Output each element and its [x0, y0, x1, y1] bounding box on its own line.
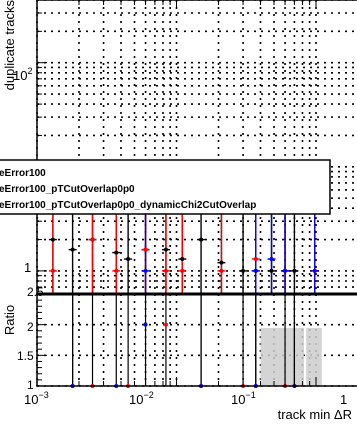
- main-data-point: [219, 260, 224, 265]
- main-data-point: [283, 268, 288, 273]
- main-y-axis-title: duplicate tracks: [2, 0, 17, 90]
- main-data-point: [70, 247, 75, 252]
- ratio-y-tick-label-1: 1: [27, 378, 34, 392]
- ratio-data-point: [143, 322, 148, 327]
- ratio-shaded-bin: [289, 328, 304, 386]
- main-data-point: [253, 257, 258, 262]
- legend: eError100 eError100_pTCutOverlap0p0 eErr…: [0, 159, 331, 215]
- x-tick-label-1e-2: 10−2: [129, 390, 154, 407]
- main-data-point: [90, 237, 95, 242]
- main-data-point: [269, 257, 274, 262]
- ratio-shaded-bins: [260, 328, 322, 386]
- main-data-point: [50, 268, 55, 273]
- ratio-y-tick-label-1-5: 1.5: [17, 349, 34, 363]
- main-data-point: [180, 257, 185, 262]
- main-data-point: [114, 250, 119, 255]
- main-data-point: [292, 268, 297, 273]
- legend-entry-1: eError100_pTCutOverlap0p0: [0, 184, 135, 195]
- main-data-point: [219, 268, 224, 273]
- main-data-point: [126, 257, 131, 262]
- legend-box: [0, 159, 331, 215]
- main-data-point: [114, 268, 119, 273]
- main-panel-y-ticks: [37, 0, 47, 295]
- main-data-point: [312, 268, 317, 273]
- main-data-point: [180, 268, 185, 273]
- main-panel-points: [50, 237, 317, 273]
- main-data-point: [163, 268, 168, 273]
- x-tick-label-1e-3: 10−3: [24, 390, 49, 407]
- legend-entry-2: eError100_pTCutOverlap0p0_dynamicChi2Cut…: [0, 200, 256, 211]
- main-data-point: [50, 237, 55, 242]
- main-data-point: [143, 268, 148, 273]
- x-tick-label-1e-1: 10−1: [231, 390, 256, 407]
- main-data-point: [143, 247, 148, 252]
- main-data-point: [253, 268, 258, 273]
- legend-entry-0: eError100: [0, 168, 46, 179]
- ratio-shaded-bin: [306, 328, 322, 386]
- ratio-panel-frame: [36, 293, 357, 387]
- ratio-shaded-bin: [274, 328, 290, 386]
- x-axis-title: track min ΔR: [278, 407, 352, 422]
- ratio-panel-y-ticks: [37, 293, 47, 387]
- main-data-point: [199, 237, 204, 242]
- x-tick-label-1: 1: [340, 392, 347, 407]
- ratio-panel-error-bars: [72, 294, 295, 386]
- ratio-y-axis-title: Ratio: [2, 305, 17, 335]
- main-panel-grid: [36, 0, 357, 295]
- ratio-y-tick-label-2-5: 2.5: [27, 285, 44, 299]
- y-tick-label-one: 1: [24, 260, 31, 275]
- ratio-shaded-bin: [260, 328, 275, 386]
- main-data-point: [163, 247, 168, 252]
- main-data-point: [241, 268, 246, 273]
- main-data-point: [269, 268, 274, 273]
- y-tick-label-decade: 102: [13, 66, 32, 83]
- ratio-y-tick-label-2: 2: [27, 320, 34, 334]
- ratio-data-point: [163, 322, 168, 327]
- x-axis-ticks: [36, 0, 317, 386]
